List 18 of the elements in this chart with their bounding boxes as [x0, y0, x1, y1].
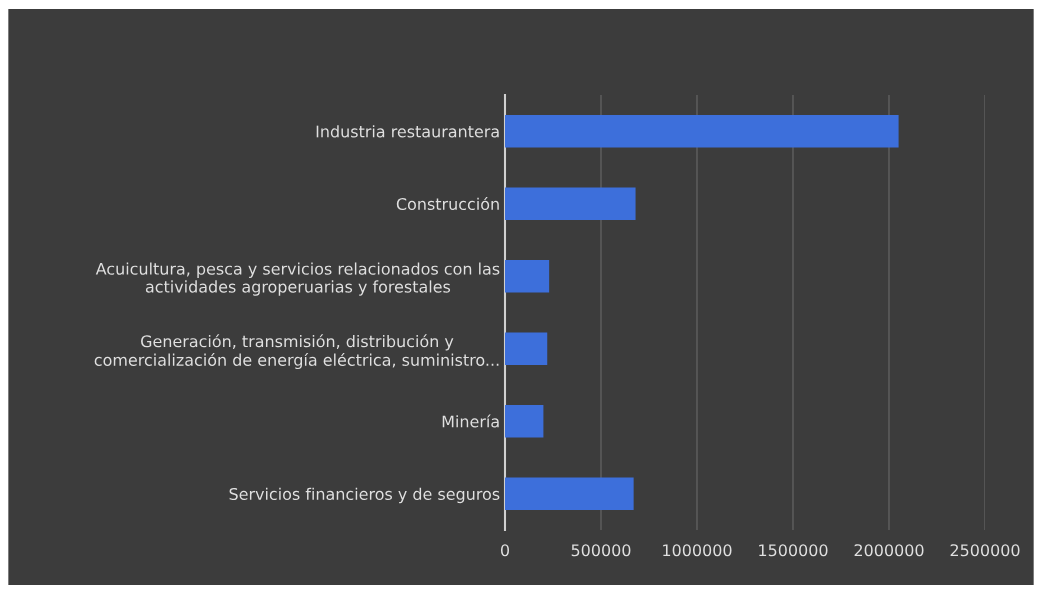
bar	[505, 332, 548, 366]
bar	[505, 114, 899, 148]
y-tick-label: Servicios financieros y de seguros	[229, 487, 500, 504]
y-tick-label: Minería	[442, 414, 499, 428]
bar	[505, 187, 636, 221]
bar	[505, 259, 550, 293]
y-tick-label: Construcción	[396, 197, 499, 211]
y-tick-label: Industria restaurantera	[316, 125, 499, 138]
bar	[505, 404, 544, 438]
bar	[505, 477, 634, 511]
x-tick-label: 2000000	[854, 544, 924, 557]
y-tick-label: Generación, transmisión, distribución y comercialización de energía eléctrica, suministro...	[94, 334, 499, 370]
x-tick-label: 1000000	[663, 544, 732, 557]
y-tick-label: Acuicultura, pesca y servicios relacionados con las actividades agroperuarias y forestales	[95, 262, 500, 296]
x-tick-label: 1500000	[759, 544, 828, 557]
x-tick-label: 0	[500, 544, 510, 557]
x-tick-label: 500000	[571, 544, 631, 557]
x-tick-label: 2500000	[950, 544, 1020, 557]
